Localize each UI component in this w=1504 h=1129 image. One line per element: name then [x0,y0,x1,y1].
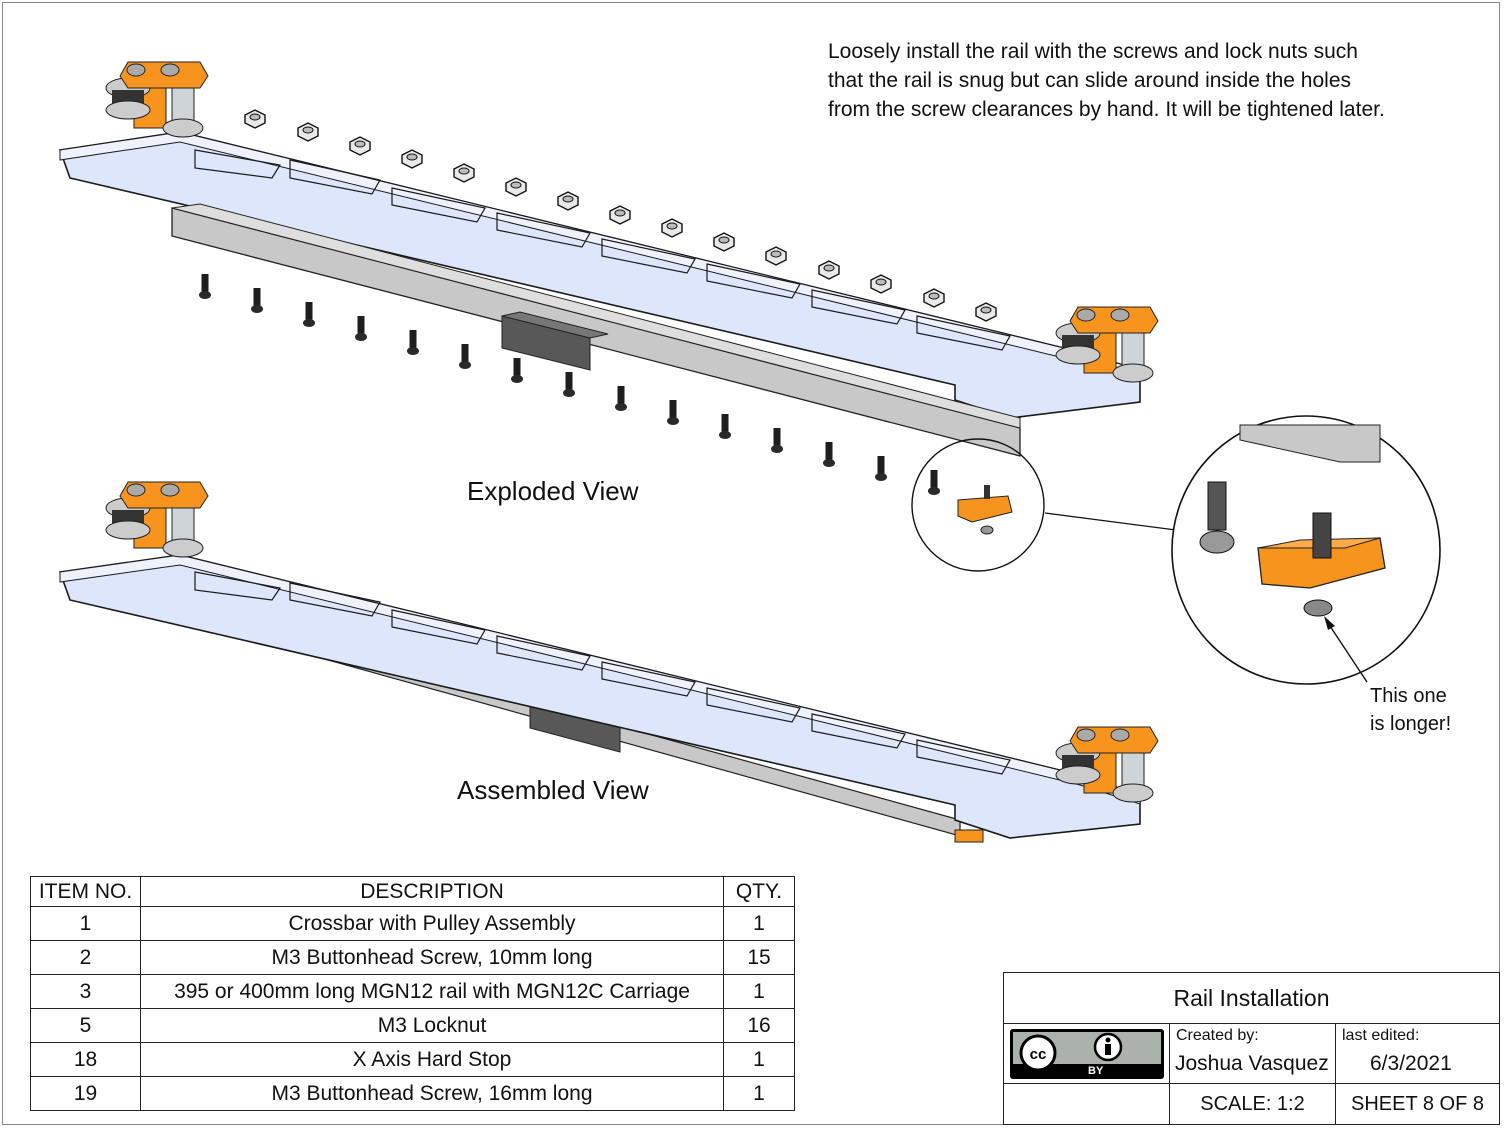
bom-qty: 15 [723,940,795,975]
detail-circle-small [911,438,1045,572]
created-by-cell: Created by: Joshua Vasquez [1170,1024,1336,1083]
detail-circle-large [1171,415,1441,685]
bom-header-item: ITEM NO. [30,876,141,907]
bom-description: M3 Locknut [140,1008,724,1043]
title-block: Rail Installation cc BY Created by: Josh… [1003,972,1500,1125]
bom-description: Crossbar with Pulley Assembly [140,906,724,941]
bom-qty: 1 [723,974,795,1009]
cc-by-license-badge: cc BY [1010,1029,1164,1079]
last-edited-label: last edited: [1342,1027,1420,1044]
cc-text: cc [1030,1046,1047,1063]
bill-of-materials: ITEM NO. DESCRIPTION QTY. 1 Crossbar wit… [30,876,795,1111]
bom-qty: 1 [723,1076,795,1111]
bom-description: M3 Buttonhead Screw, 16mm long [140,1076,724,1111]
bom-description: M3 Buttonhead Screw, 10mm long [140,940,724,975]
last-edited-value: 6/3/2021 [1370,1052,1452,1075]
drawing-title: Rail Installation [1004,973,1499,1024]
bom-description: 395 or 400mm long MGN12 rail with MGN12C… [140,974,724,1009]
bom-item-no: 2 [30,940,141,975]
callout-line: This one [1370,685,1447,707]
bom-qty: 1 [723,1042,795,1077]
assembled-view [58,481,1159,843]
bom-row: 3 395 or 400mm long MGN12 rail with MGN1… [30,974,795,1009]
bom-qty: 16 [723,1008,795,1043]
bom-item-no: 1 [30,906,141,941]
last-edited-cell: last edited: 6/3/2021 [1336,1024,1499,1083]
bom-item-no: 5 [30,1008,141,1043]
instruction-line: that the rail is snug but can slide arou… [828,69,1352,92]
callout-line: is longer! [1370,713,1452,735]
title-block-empty-cell [1004,1083,1170,1124]
bom-row: 2 M3 Buttonhead Screw, 10mm long 15 [30,940,795,975]
bom-item-no: 18 [30,1042,141,1077]
bom-header-description: DESCRIPTION [140,876,724,907]
created-by-label: Created by: [1176,1027,1259,1044]
by-text: BY [1088,1065,1104,1077]
assembled-view-label: Assembled View [457,775,649,805]
screw-16mm-detail [1199,481,1235,554]
detail-callout-text: This one is longer! [1370,682,1451,738]
sheet-number: SHEET 8 OF 8 [1336,1083,1499,1124]
crossbar-exploded [58,131,1141,419]
pulley-assembly-left-assembled [105,481,209,558]
pulley-assembly-left-exploded [105,61,209,138]
instruction-note: Loosely install the rail with the screws… [828,37,1468,124]
exploded-view-label: Exploded View [467,476,639,506]
bom-item-no: 3 [30,974,141,1009]
bom-header-qty: QTY. [723,876,795,907]
cc-icon: cc [1019,1032,1123,1072]
bom-row: 19 M3 Buttonhead Screw, 16mm long 1 [30,1076,795,1111]
bom-row: 1 Crossbar with Pulley Assembly 1 [30,906,795,941]
crossbar-assembled [58,554,1141,839]
mgn12-rail-exploded [171,203,1021,457]
bom-item-no: 19 [30,1076,141,1111]
x-axis-hard-stop-detail [1257,512,1386,617]
license-logo-cell: cc BY [1004,1024,1170,1083]
bom-description: X Axis Hard Stop [140,1042,724,1077]
instruction-line: from the screw clearances by hand. It wi… [828,98,1385,121]
instruction-line: Loosely install the rail with the screws… [828,40,1358,63]
bom-qty: 1 [723,906,795,941]
scale-value: SCALE: 1:2 [1170,1083,1336,1124]
detail-leader-line [1044,512,1177,531]
bom-row: 18 X Axis Hard Stop 1 [30,1042,795,1077]
exploded-view [58,61,1159,495]
bom-header-row: ITEM NO. DESCRIPTION QTY. [30,876,795,907]
created-by-value: Joshua Vasquez [1175,1052,1329,1075]
bom-row: 5 M3 Locknut 16 [30,1008,795,1043]
